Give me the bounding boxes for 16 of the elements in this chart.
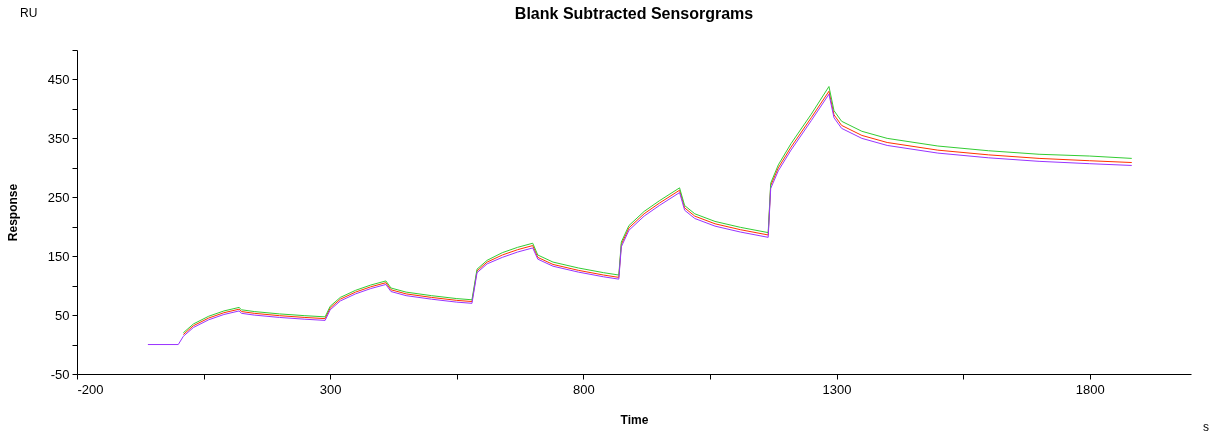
chart-title: Blank Subtracted Sensorgrams (514, 5, 754, 22)
y-axis-title: Response (5, 183, 20, 242)
x-axis-title: Time (620, 412, 649, 427)
y-tick-label: 50 (55, 307, 70, 323)
y-tick-label: 450 (47, 71, 70, 87)
y-tick-label: 150 (47, 248, 70, 264)
x-tick-label: 800 (573, 381, 595, 397)
text: RU (20, 6, 38, 20)
x-tick-label: 1300 (822, 381, 852, 397)
y-tick-label: 350 (47, 130, 70, 146)
x-tick-label: 1800 (1075, 381, 1105, 397)
x-tick-label: 300 (319, 381, 342, 397)
text: s (1203, 420, 1209, 434)
y-tick-label: -50 (50, 366, 70, 382)
y-tick-label: 250 (47, 189, 70, 205)
x-tick-label: -200 (77, 381, 104, 397)
